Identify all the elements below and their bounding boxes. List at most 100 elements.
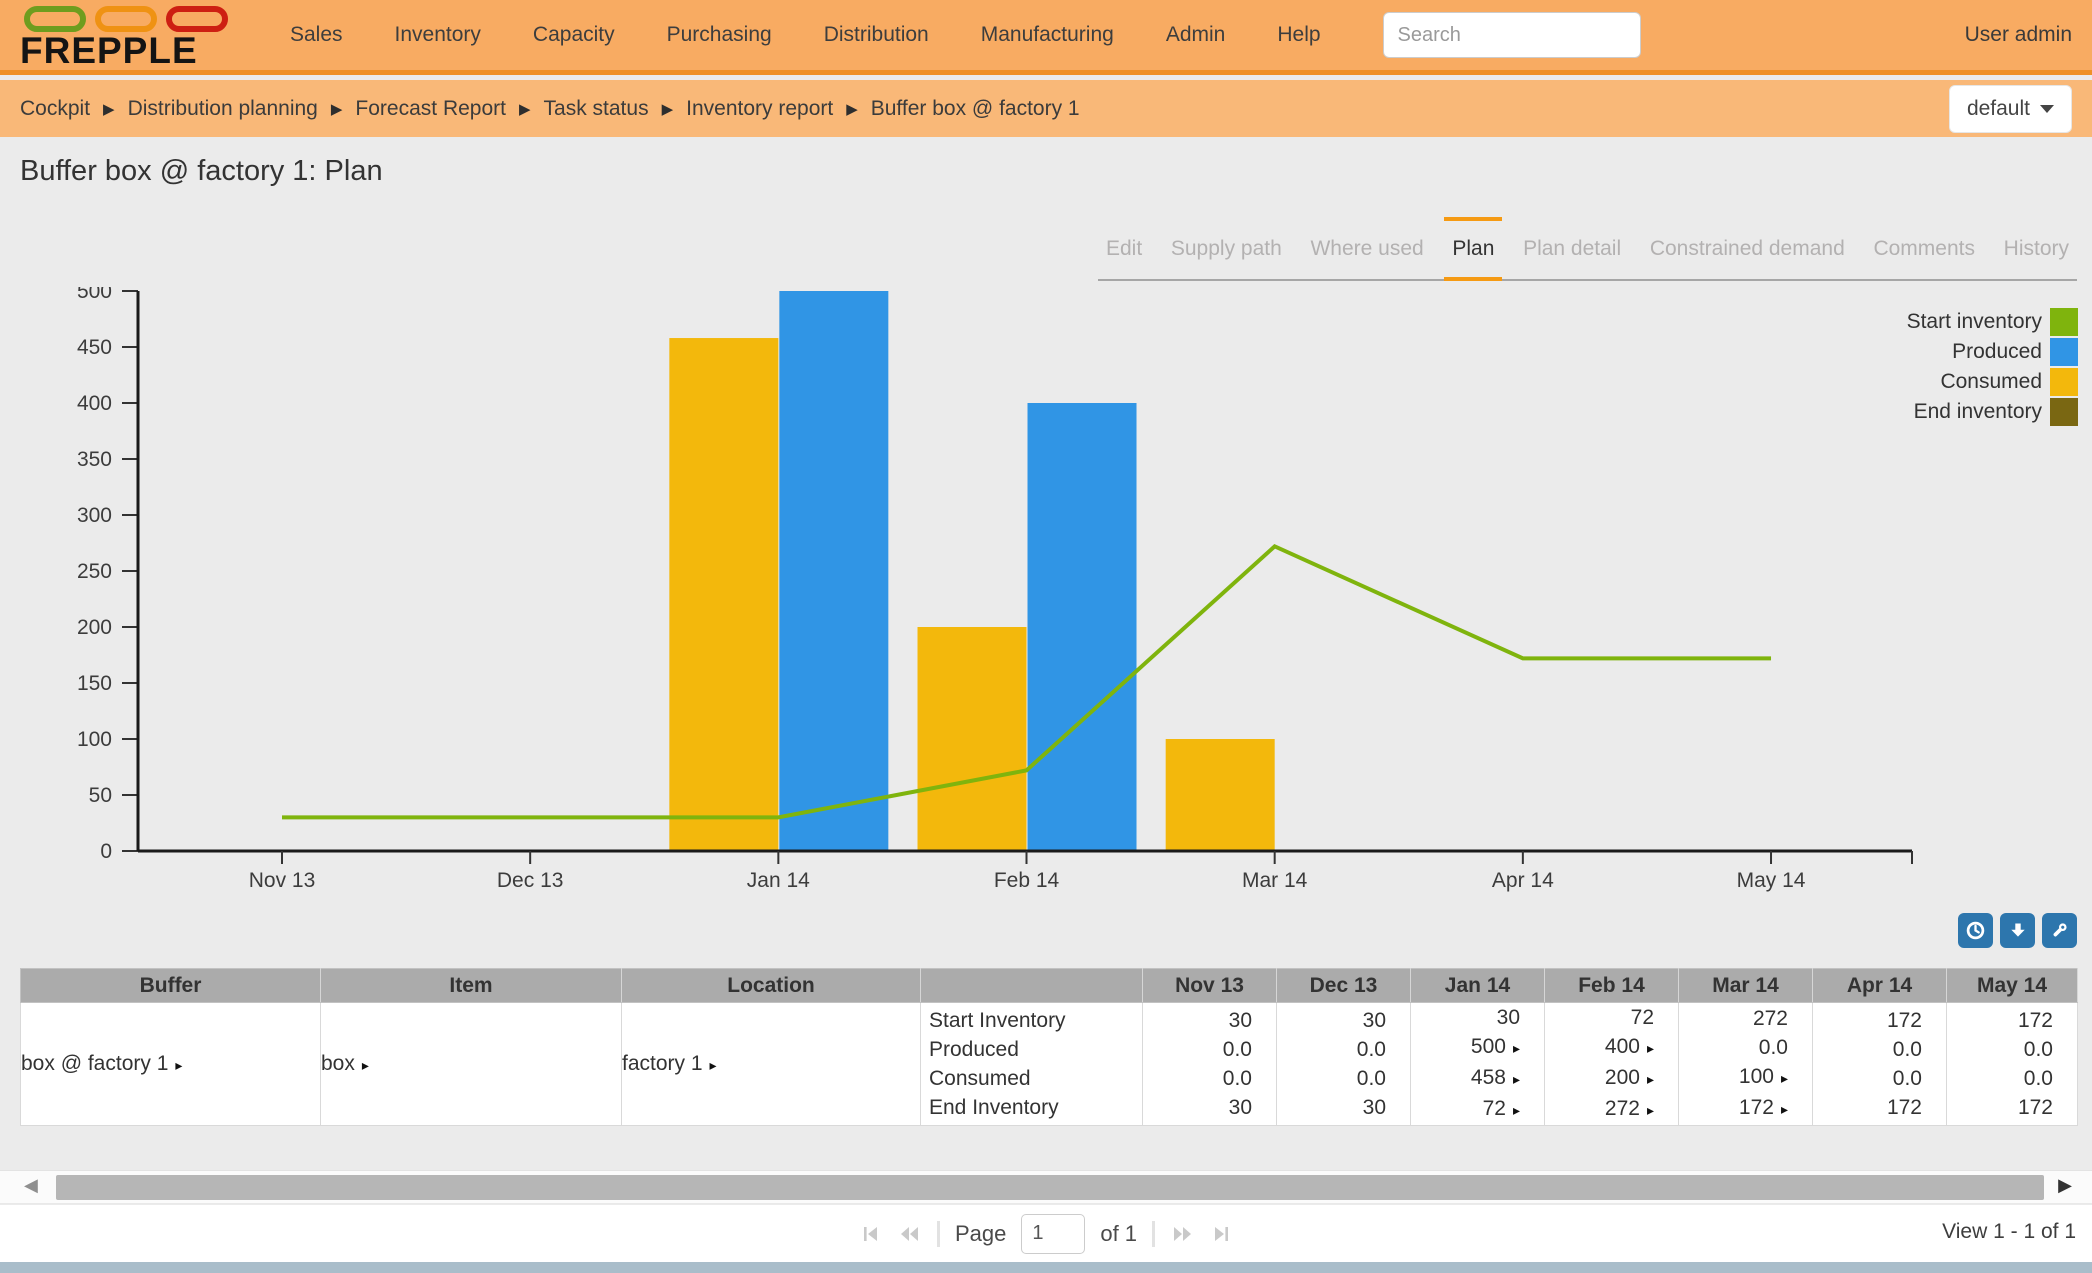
user-menu[interactable]: User admin — [1964, 23, 2072, 46]
next-page-button[interactable] — [1170, 1225, 1194, 1243]
legend-consumed[interactable]: Consumed — [1940, 368, 2078, 396]
header-location[interactable]: Location — [621, 968, 921, 1003]
item-cell[interactable]: box ▸ — [320, 1002, 622, 1126]
tab-plan-detail[interactable]: Plan detail — [1523, 237, 1622, 260]
time-buckets-button[interactable] — [1958, 913, 1993, 948]
tab-plan[interactable]: Plan — [1444, 217, 1503, 281]
location-cell[interactable]: factory 1 ▸ — [621, 1002, 921, 1126]
customize-button[interactable] — [2042, 913, 2077, 948]
crumb-forecast-report[interactable]: Forecast Report — [355, 96, 506, 120]
legend-start-inventory[interactable]: Start inventory — [1907, 308, 2078, 336]
menu-capacity[interactable]: Capacity — [532, 23, 615, 46]
tab-supply-path[interactable]: Supply path — [1170, 237, 1282, 260]
drill-icon[interactable]: ▸ — [175, 1057, 183, 1073]
value-cell: 172 0.0 0.0 172 — [1946, 1002, 2078, 1126]
drill-icon[interactable]: ▸ — [1646, 1071, 1654, 1087]
value-line: 100 ▸ — [1738, 1065, 1788, 1088]
menu-help[interactable]: Help — [1277, 23, 1321, 46]
main-menu: Sales Inventory Capacity Purchasing Dist… — [264, 23, 1347, 47]
header-nov-13[interactable]: Nov 13 — [1142, 968, 1277, 1003]
value-line: 30 — [1362, 1096, 1386, 1119]
page-title: Buffer box @ factory 1: Plan — [20, 155, 383, 187]
tab-where-used[interactable]: Where used — [1310, 237, 1424, 260]
menu-inventory[interactable]: Inventory — [394, 23, 481, 46]
drill-icon[interactable]: ▸ — [1512, 1102, 1520, 1118]
header-item[interactable]: Item — [320, 968, 622, 1003]
svg-text:350: 350 — [77, 448, 112, 471]
tab-constrained-demand[interactable]: Constrained demand — [1649, 237, 1845, 260]
brand-name: FREPPLE — [20, 29, 198, 71]
horizontal-scrollbar[interactable]: ◀ ▶ — [0, 1170, 2092, 1204]
value-line: 30 — [1362, 1009, 1386, 1032]
value-line: 0.0 — [2023, 1038, 2053, 1061]
scroll-left-icon[interactable]: ◀ — [24, 1175, 38, 1195]
logo-pill-red-icon — [166, 5, 228, 32]
header-jan-14[interactable]: Jan 14 — [1410, 968, 1545, 1003]
drill-icon[interactable]: ▸ — [1512, 1040, 1520, 1056]
crumb-task-status[interactable]: Task status — [543, 96, 649, 120]
menu-purchasing[interactable]: Purchasing — [666, 23, 772, 46]
header-buffer[interactable]: Buffer — [20, 968, 321, 1003]
header-dec-13[interactable]: Dec 13 — [1276, 968, 1411, 1003]
pager-bar: Page of 1 — [0, 1205, 2092, 1262]
header-feb-14[interactable]: Feb 14 — [1544, 968, 1679, 1003]
crumb-current-buffer[interactable]: Buffer box @ factory 1 — [870, 96, 1080, 120]
crumb-distribution-planning[interactable]: Distribution planning — [127, 96, 318, 120]
page-number-input[interactable] — [1021, 1213, 1086, 1254]
measure-label: Start Inventory — [929, 1009, 1066, 1032]
menu-sales[interactable]: Sales — [290, 23, 343, 46]
first-page-button[interactable] — [861, 1225, 883, 1243]
legend-end-inventory[interactable]: End inventory — [1914, 398, 2078, 426]
page-label: Page — [954, 1220, 1007, 1246]
search-input[interactable] — [1382, 12, 1641, 58]
breadcrumb: Cockpit ▶ Distribution planning ▶ Foreca… — [0, 80, 2092, 137]
bottom-strip — [0, 1262, 2092, 1273]
value-line: 0.0 — [1356, 1038, 1386, 1061]
drill-icon[interactable]: ▸ — [1646, 1040, 1654, 1056]
prev-page-button[interactable] — [898, 1225, 922, 1243]
menu-manufacturing[interactable]: Manufacturing — [980, 23, 1114, 46]
produced-swatch-icon — [2050, 338, 2078, 366]
drill-icon[interactable]: ▸ — [709, 1057, 717, 1073]
value-line: 0.0 — [2023, 1067, 2053, 1090]
drill-icon[interactable]: ▸ — [361, 1057, 369, 1073]
last-page-button[interactable] — [1209, 1225, 1231, 1243]
drill-icon[interactable]: ▸ — [1780, 1101, 1788, 1117]
pager-controls: Page of 1 — [861, 1213, 1231, 1254]
value-line: 172 ▸ — [1738, 1096, 1788, 1119]
tab-edit[interactable]: Edit — [1106, 237, 1143, 260]
crumb-cockpit[interactable]: Cockpit — [20, 96, 91, 120]
buffer-cell[interactable]: box @ factory 1 ▸ — [20, 1002, 321, 1126]
menu-distribution[interactable]: Distribution — [823, 23, 929, 46]
start-inventory-swatch-icon — [2050, 308, 2078, 336]
svg-text:Mar 14: Mar 14 — [1242, 869, 1308, 892]
frepple-logo[interactable]: FREPPLE — [20, 2, 228, 69]
navbar: FREPPLE Sales Inventory Capacity Purchas… — [0, 0, 2092, 75]
measure-label: Consumed — [929, 1067, 1031, 1090]
legend-produced[interactable]: Produced — [1952, 338, 2078, 366]
value-line: 272 — [1752, 1007, 1788, 1030]
value-line: 30 — [1228, 1009, 1252, 1032]
tab-history[interactable]: History — [2003, 237, 2069, 260]
header-apr-14[interactable]: Apr 14 — [1812, 968, 1947, 1003]
scrollbar-thumb[interactable] — [56, 1175, 2044, 1200]
header-may-14[interactable]: May 14 — [1946, 968, 2078, 1003]
measure-labels-cell: Start Inventory Produced Consumed End In… — [920, 1002, 1143, 1126]
svg-text:Nov 13: Nov 13 — [249, 869, 316, 892]
export-button[interactable] — [2000, 913, 2035, 948]
drill-icon[interactable]: ▸ — [1780, 1070, 1788, 1086]
breadcrumb-arrow-icon: ▶ — [330, 100, 343, 118]
svg-text:May 14: May 14 — [1737, 869, 1806, 892]
drill-icon[interactable]: ▸ — [1512, 1071, 1520, 1087]
header-mar-14[interactable]: Mar 14 — [1678, 968, 1813, 1003]
tab-comments[interactable]: Comments — [1873, 237, 1975, 260]
value-line: 172 — [1886, 1096, 1922, 1119]
value-line: 500 ▸ — [1470, 1035, 1520, 1058]
drill-icon[interactable]: ▸ — [1646, 1102, 1654, 1118]
scroll-right-icon[interactable]: ▶ — [2058, 1175, 2072, 1195]
menu-admin[interactable]: Admin — [1165, 23, 1226, 46]
wrench-icon — [2053, 923, 2067, 937]
scenario-selector[interactable]: default — [1948, 84, 2072, 133]
crumb-inventory-report[interactable]: Inventory report — [686, 96, 834, 120]
value-cell: 30 500 ▸ 458 ▸ 72 ▸ — [1410, 1002, 1545, 1126]
